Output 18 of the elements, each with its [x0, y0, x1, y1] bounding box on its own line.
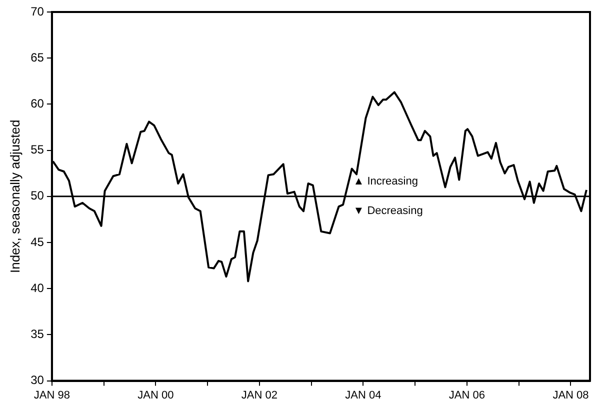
- annotation: ▲ Increasing: [353, 176, 418, 188]
- y-axis-title: Index, seasonally adjusted: [7, 120, 22, 274]
- x-tick-label: JAN 00: [138, 389, 174, 402]
- annotation: ▼ Decreasing: [353, 205, 423, 218]
- y-tick-label: 65: [30, 50, 44, 64]
- y-tick-label: 30: [30, 373, 44, 388]
- y-tick-label: 45: [30, 234, 44, 249]
- x-tick-label: JAN 02: [241, 389, 278, 402]
- y-tick-label: 50: [30, 188, 44, 203]
- x-tick-label: JAN 98: [34, 389, 70, 402]
- y-tick-label: 60: [30, 96, 44, 111]
- y-tick-label: 40: [30, 280, 44, 295]
- y-tick-label: 70: [30, 4, 44, 18]
- y-tick-label: 55: [30, 142, 44, 157]
- x-tick-label: JAN 08: [552, 389, 589, 402]
- x-tick-label: JAN 04: [345, 389, 382, 402]
- x-tick-label: JAN 06: [448, 389, 486, 402]
- y-tick-label: 35: [30, 327, 44, 342]
